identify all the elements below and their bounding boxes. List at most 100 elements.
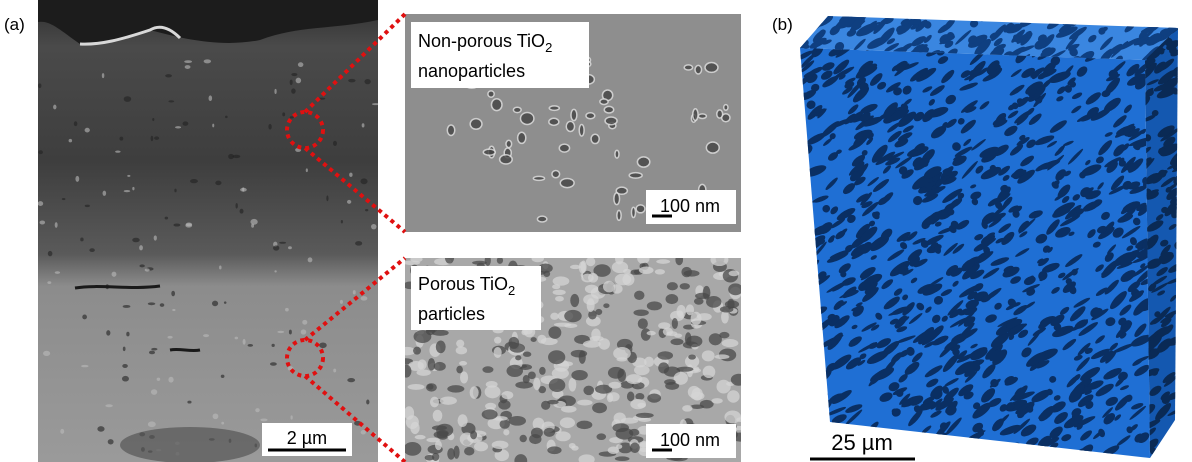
- particle-grain: [603, 303, 609, 308]
- particle-grain: [596, 433, 606, 440]
- pore: [797, 282, 807, 291]
- particle-grain: [592, 403, 607, 414]
- sem-speck: [243, 339, 246, 345]
- sem-speck: [289, 330, 292, 335]
- pore: [941, 439, 952, 450]
- sem-speck: [168, 377, 173, 383]
- sem-speck: [251, 224, 254, 228]
- nanoparticle-pore: [549, 118, 559, 125]
- sem-speck: [119, 137, 123, 141]
- sem-speck: [221, 375, 225, 378]
- particle-grain: [680, 283, 690, 289]
- particle-grain: [635, 393, 644, 400]
- pore: [802, 313, 818, 329]
- sem-speck: [282, 112, 285, 116]
- sem-speck: [115, 150, 120, 152]
- sem-speck: [333, 141, 337, 146]
- particle-grain: [585, 285, 598, 294]
- sem-speck: [62, 198, 66, 200]
- sem-speck: [341, 220, 343, 223]
- particle-grain: [425, 455, 435, 461]
- particle-grain: [447, 385, 464, 392]
- sem-speck: [347, 200, 351, 204]
- particle-grain: [722, 339, 739, 347]
- nanoparticle-pore: [636, 205, 645, 213]
- particle-grain: [547, 446, 561, 454]
- particle-grain: [521, 330, 528, 336]
- pore: [1007, 445, 1022, 461]
- sem-speck: [279, 242, 286, 244]
- sem-dark-region: [120, 427, 260, 462]
- caption-subscript: 2: [508, 283, 515, 298]
- particle-grain: [515, 381, 533, 388]
- pore: [1130, 9, 1143, 22]
- sem-speck: [85, 128, 90, 133]
- pore: [1106, 8, 1124, 26]
- sem-speck: [366, 400, 369, 405]
- particle-grain: [711, 398, 722, 403]
- particle-grain: [506, 365, 523, 377]
- pore: [1093, 10, 1105, 22]
- sem-speck: [215, 181, 221, 185]
- pore: [979, 12, 990, 22]
- sem-speck: [148, 302, 156, 305]
- sem-speck: [185, 65, 191, 69]
- nanoparticle-pore: [614, 193, 620, 205]
- sem-speck: [291, 73, 297, 76]
- particle-grain: [430, 397, 439, 408]
- pore: [799, 25, 807, 33]
- nanoparticle-pore: [566, 121, 574, 131]
- particle-grain: [634, 365, 650, 375]
- particle-grain: [428, 358, 435, 370]
- pore: [913, 437, 934, 452]
- sem-speck: [360, 178, 367, 184]
- particle-grain: [616, 428, 634, 440]
- nanoparticle-pore: [616, 187, 627, 194]
- particle-grain: [647, 394, 661, 403]
- particle-grain: [531, 428, 543, 439]
- sem-speck: [40, 220, 46, 224]
- nanoparticle-pore: [615, 150, 619, 158]
- pore: [795, 282, 811, 297]
- pore: [923, 436, 936, 449]
- sem-speck: [132, 238, 139, 243]
- nanoparticle-pore: [693, 109, 698, 121]
- sem-speck: [333, 369, 336, 373]
- sem-speck: [224, 301, 227, 304]
- sem-speck: [204, 59, 211, 63]
- sem-speck: [55, 271, 60, 274]
- sem-speck: [148, 421, 156, 427]
- pore: [801, 28, 810, 37]
- particle-grain: [445, 253, 454, 264]
- pore: [1166, 442, 1186, 458]
- particle-grain: [693, 366, 700, 371]
- particle-grain: [576, 421, 592, 429]
- sem-speck: [60, 429, 64, 434]
- pore: [804, 335, 818, 350]
- particle-grain: [456, 340, 464, 348]
- particle-grain: [571, 370, 587, 380]
- pore: [1007, 454, 1018, 462]
- sem-speck: [154, 235, 157, 240]
- particle-grain: [515, 355, 521, 360]
- particle-grain: [571, 445, 578, 450]
- particle-grain: [719, 332, 729, 338]
- particle-grain: [603, 281, 616, 293]
- particle-grain: [482, 366, 493, 373]
- sem-speck: [80, 238, 83, 242]
- sem-speck: [235, 337, 238, 340]
- pore: [797, 194, 810, 207]
- particle-grain: [657, 351, 673, 360]
- particle-grain: [564, 310, 581, 322]
- particle-grain: [560, 417, 575, 428]
- pore: [974, 439, 985, 449]
- sem-speck: [175, 126, 181, 128]
- particle-grain: [549, 378, 565, 392]
- sem-speck: [290, 415, 292, 419]
- particle-grain: [539, 367, 545, 375]
- particle-grain: [655, 269, 665, 274]
- particle-grain: [583, 340, 601, 347]
- particle-grain: [485, 255, 491, 266]
- pore: [811, 428, 830, 439]
- particle-grain: [433, 410, 443, 422]
